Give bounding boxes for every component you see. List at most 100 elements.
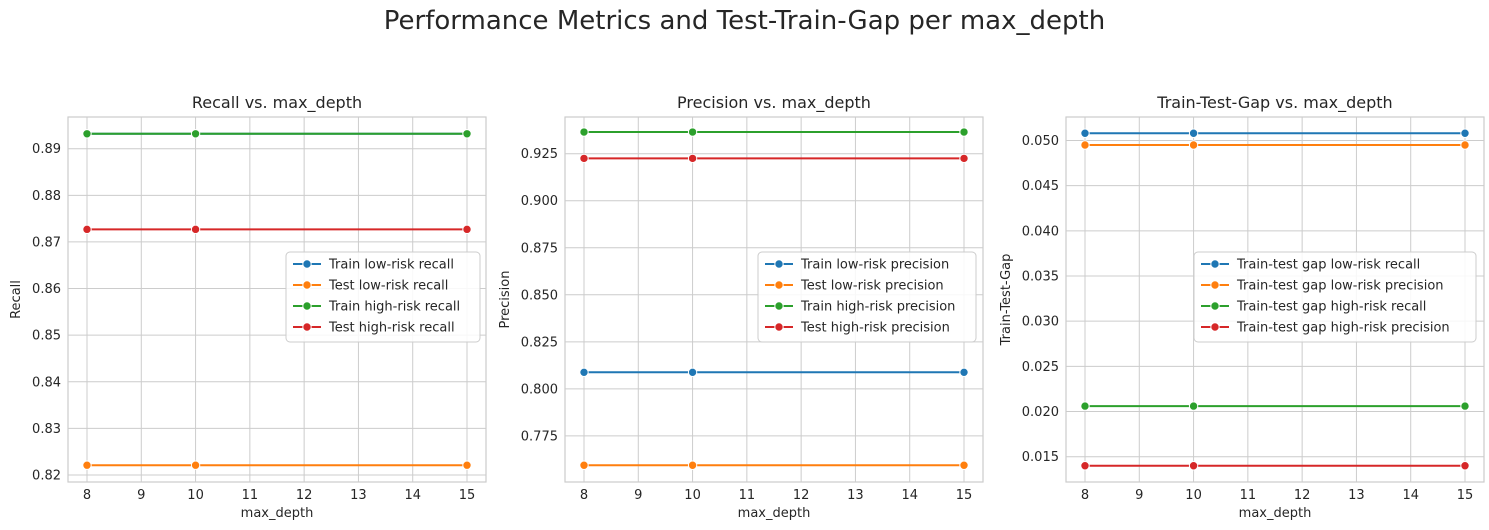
legend-box — [285, 251, 481, 343]
x-tick-label: 12 — [296, 488, 313, 503]
data-point — [959, 460, 969, 470]
data-point — [462, 460, 472, 470]
data-point — [462, 129, 472, 139]
x-axis-label: max_depth — [241, 506, 314, 521]
x-tick-label: 14 — [404, 488, 421, 503]
legend-entry: Train low-risk recall — [328, 258, 454, 273]
data-point — [959, 153, 969, 164]
x-axis-label: max_depth — [1239, 506, 1312, 521]
y-tick-label: 0.88 — [32, 189, 61, 204]
x-tick-label: 14 — [901, 488, 918, 503]
data-point — [1188, 140, 1199, 150]
x-tick-label: 13 — [1348, 488, 1365, 503]
legend-marker — [774, 322, 784, 332]
legend-marker — [1210, 280, 1220, 290]
data-point — [462, 224, 472, 235]
figure-title: Performance Metrics and Test-Train-Gap p… — [383, 6, 1106, 36]
plot-frame — [67, 116, 487, 483]
data-point — [1460, 140, 1470, 150]
legend-entry: Train low-risk precision — [800, 258, 949, 273]
data-point — [687, 367, 698, 378]
data-point — [190, 129, 201, 139]
data-point — [190, 460, 201, 470]
y-tick-label: 0.89 — [32, 142, 61, 157]
x-tick-label: 9 — [634, 488, 642, 503]
y-tick-label: 0.82 — [32, 469, 61, 484]
x-tick-label: 8 — [580, 488, 588, 503]
chart-title: Precision vs. max_depth — [677, 93, 871, 113]
y-tick-label: 0.825 — [521, 335, 558, 350]
y-tick-label: 0.775 — [521, 429, 558, 444]
data-point — [82, 129, 92, 139]
y-axis-label: Recall — [9, 280, 24, 319]
y-tick-label: 0.025 — [1022, 360, 1059, 375]
data-point — [959, 127, 969, 137]
legend-marker — [302, 259, 312, 269]
y-tick-label: 0.045 — [1022, 179, 1059, 194]
y-tick-label: 0.86 — [32, 282, 61, 297]
x-tick-label: 12 — [1294, 488, 1311, 503]
chart-title: Recall vs. max_depth — [192, 93, 362, 113]
chart-panel-2: 8 9 10 11 12 13 14 15 0.775 0.800 0.825 0.850 0.875 0… — [498, 93, 984, 521]
y-tick-label: 0.800 — [521, 382, 558, 397]
x-axis-label: max_depth — [738, 506, 811, 521]
data-point — [687, 127, 698, 137]
x-tick-label: 15 — [1457, 488, 1474, 503]
legend-entry: Train-test gap high-risk precision — [1236, 321, 1450, 336]
data-point — [82, 224, 92, 235]
y-tick-label: 0.87 — [32, 235, 61, 250]
legend-marker — [302, 301, 312, 311]
legend-marker — [1210, 322, 1220, 332]
x-tick-label: 9 — [1135, 488, 1143, 503]
y-tick-label: 0.900 — [521, 194, 558, 209]
x-tick-label: 13 — [847, 488, 864, 503]
data-point — [1080, 461, 1090, 471]
legend-entry: Train-test gap high-risk recall — [1236, 300, 1426, 315]
y-tick-label: 0.015 — [1022, 450, 1059, 465]
data-point — [1080, 140, 1090, 150]
chart-title: Train-Test-Gap vs. max_depth — [1156, 93, 1392, 113]
data-point — [959, 367, 969, 378]
data-point — [1460, 128, 1470, 138]
data-point — [687, 460, 698, 470]
y-tick-label: 0.875 — [521, 241, 558, 256]
data-point — [82, 460, 92, 470]
x-tick-label: 11 — [739, 488, 756, 503]
chart-panel-1: 8 9 10 11 12 13 14 15 0.82 0.83 0.84 0.85 0.86 0.87 0.… — [9, 93, 487, 521]
y-tick-label: 0.040 — [1022, 224, 1059, 239]
legend-entry: Train-test gap low-risk precision — [1236, 279, 1444, 294]
y-axis-label: Precision — [498, 270, 513, 328]
legend-marker — [302, 280, 312, 290]
data-point — [1080, 401, 1090, 411]
x-tick-label: 15 — [459, 488, 476, 503]
data-point — [579, 153, 589, 164]
legend-marker — [1210, 259, 1220, 269]
legend-entry: Train high-risk precision — [800, 300, 955, 315]
legend-box — [757, 251, 977, 343]
x-tick-label: 11 — [1240, 488, 1257, 503]
plot-frame — [1065, 116, 1485, 483]
y-tick-label: 0.030 — [1022, 315, 1059, 330]
y-tick-label: 0.850 — [521, 288, 558, 303]
x-tick-label: 14 — [1402, 488, 1419, 503]
legend: Train-test gap low-risk recall Train-test… — [1193, 251, 1477, 343]
x-tick-label: 15 — [956, 488, 973, 503]
legend-marker — [774, 259, 784, 269]
legend-entry: Test high-risk recall — [328, 321, 455, 336]
y-tick-label: 0.85 — [32, 329, 61, 344]
y-axis-label: Train-Test-Gap — [999, 254, 1014, 347]
y-tick-label: 0.84 — [32, 375, 61, 390]
legend-marker — [774, 280, 784, 290]
legend-entry: Test low-risk recall — [328, 279, 448, 294]
data-point — [687, 153, 698, 164]
data-point — [1188, 401, 1199, 411]
legend-marker — [302, 322, 312, 332]
y-tick-label: 0.83 — [32, 422, 61, 437]
y-tick-label: 0.020 — [1022, 405, 1059, 420]
data-point — [190, 224, 201, 235]
y-tick-label: 0.035 — [1022, 270, 1059, 285]
plot-frame — [564, 116, 984, 483]
y-tick-label: 0.925 — [521, 147, 558, 162]
x-tick-label: 8 — [83, 488, 91, 503]
